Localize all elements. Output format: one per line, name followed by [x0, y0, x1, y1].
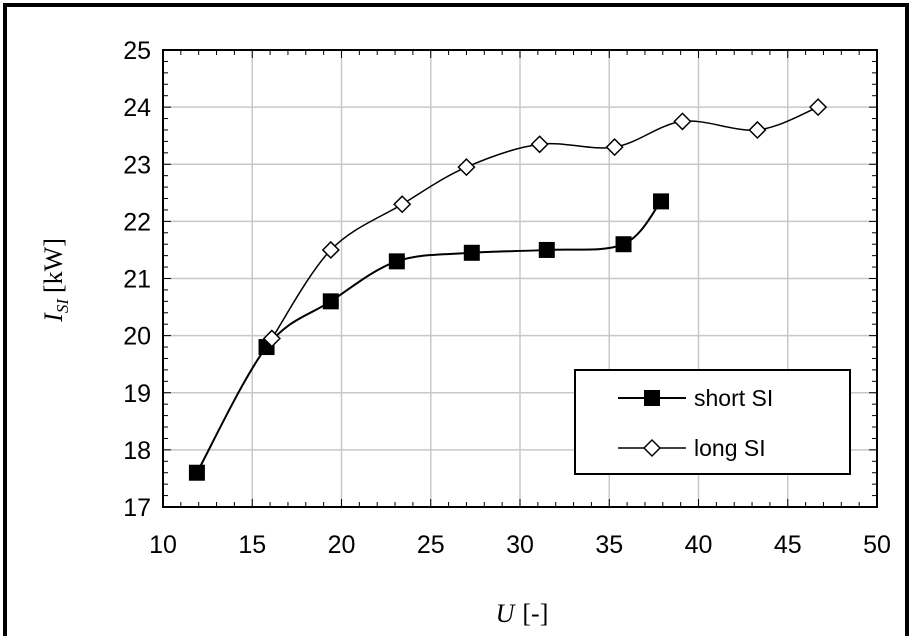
- x-axis-title: U [-]: [496, 599, 549, 628]
- legend-label-long-si: long SI: [694, 435, 766, 461]
- y-axis-title-subscript: SI: [53, 298, 72, 314]
- x-axis-title-unit: [-]: [522, 599, 548, 628]
- y-tick-labels: 17 18 19 20 21 22 23 24 25: [123, 37, 151, 522]
- minor-ticks: [162, 49, 878, 508]
- y-tick-label: 18: [123, 437, 151, 465]
- legend-marker-short-si: [644, 390, 660, 406]
- x-tick-labels: 10 15 20 25 30 35 40 45 50: [149, 531, 891, 559]
- legend-label-short-si: short SI: [694, 385, 773, 411]
- data-point-short-si: [322, 293, 339, 310]
- series-short-si: [188, 193, 670, 481]
- y-tick-label: 22: [123, 208, 151, 236]
- x-tick-label: 10: [149, 531, 177, 559]
- x-tick-label: 25: [417, 531, 445, 559]
- chart-frame: [3, 3, 909, 636]
- y-tick-label: 25: [123, 37, 151, 65]
- y-tick-label: 20: [123, 323, 151, 351]
- data-point-short-si: [653, 193, 670, 210]
- y-tick-label: 24: [123, 94, 151, 122]
- legend-box: [574, 369, 851, 475]
- data-point-short-si: [188, 464, 205, 481]
- data-point-long-si: [262, 329, 281, 348]
- x-tick-label: 40: [685, 531, 713, 559]
- data-point-long-si: [605, 138, 624, 157]
- data-point-short-si: [538, 241, 555, 258]
- data-point-long-si: [393, 195, 412, 214]
- x-tick-label: 45: [774, 531, 802, 559]
- data-point-long-si: [457, 158, 476, 177]
- series-long-si: [262, 98, 828, 348]
- y-tick-label: 19: [123, 380, 151, 408]
- data-point-long-si: [809, 98, 828, 117]
- x-axis-title-main: U: [496, 599, 517, 628]
- x-tick-label: 15: [238, 531, 266, 559]
- data-point-long-si: [530, 135, 549, 154]
- data-point-short-si: [615, 236, 632, 253]
- data-point-short-si: [463, 244, 480, 261]
- x-tick-label: 30: [506, 531, 534, 559]
- legend: short SI long SI: [574, 369, 851, 475]
- data-point-long-si: [748, 120, 767, 140]
- legend-marker-long-si: [642, 438, 662, 458]
- data-point-long-si: [321, 240, 340, 259]
- y-axis-title-main: I: [39, 312, 68, 323]
- x-tick-label: 50: [863, 531, 891, 559]
- y-axis-title-unit: [kW]: [39, 238, 68, 293]
- x-tick-label: 20: [328, 531, 356, 559]
- y-tick-label: 21: [123, 266, 151, 294]
- x-tick-label: 35: [595, 531, 623, 559]
- y-tick-label: 17: [123, 494, 151, 522]
- series-layer: [188, 98, 828, 481]
- y-axis-title: ISI [kW]: [39, 238, 72, 323]
- y-tick-label: 23: [123, 151, 151, 179]
- data-point-short-si: [388, 253, 405, 270]
- data-point-long-si: [673, 112, 692, 131]
